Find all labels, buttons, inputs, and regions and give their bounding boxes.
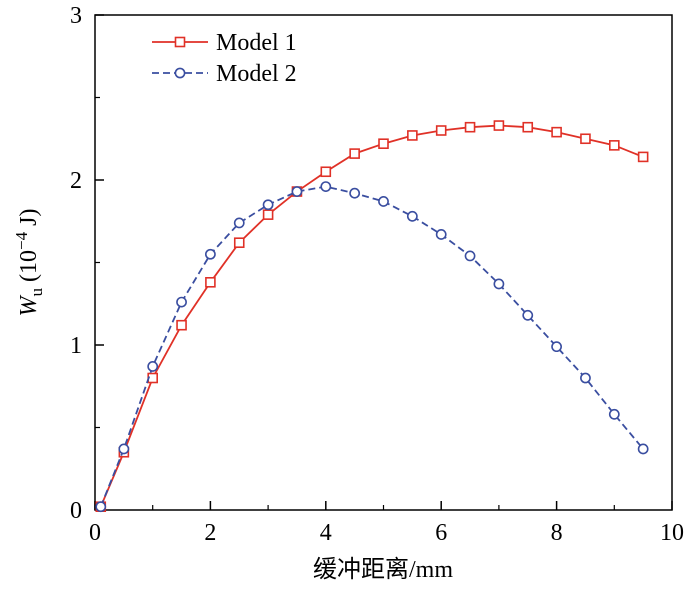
- square-marker: [551, 126, 562, 138]
- circle-marker: [262, 199, 274, 211]
- circle-marker: [176, 296, 187, 308]
- x-tick-label: 2: [204, 520, 216, 546]
- plot-frame: [94, 14, 673, 511]
- series-line-2: [99, 185, 644, 508]
- square-marker: [233, 237, 245, 248]
- x-tick-label: 6: [435, 520, 447, 546]
- circle-marker: [204, 248, 216, 260]
- square-marker: [205, 276, 216, 288]
- circle-marker: [349, 187, 361, 199]
- square-marker: [407, 130, 418, 141]
- square-marker: [522, 121, 534, 133]
- square-marker: [349, 148, 360, 159]
- square-marker: [464, 121, 476, 133]
- square-marker: [608, 140, 620, 151]
- square-marker: [262, 209, 274, 220]
- circle-marker: [464, 250, 476, 262]
- y-tick-label: 1: [70, 333, 82, 359]
- circle-marker: [118, 443, 130, 455]
- y-axis-title: Wu (10−4 J): [12, 209, 46, 317]
- series-2: [95, 181, 649, 513]
- legend-item-2: Model 2: [152, 61, 297, 87]
- y-tick-label: 0: [70, 498, 82, 524]
- series-1: [95, 120, 649, 513]
- x-tick-label: 4: [320, 520, 332, 546]
- legend: Model 1 Model 2: [152, 30, 297, 87]
- circle-marker: [291, 186, 303, 197]
- square-marker: [580, 133, 591, 145]
- x-tick-label: 0: [89, 520, 101, 546]
- square-marker: [176, 319, 187, 331]
- circle-marker: [551, 341, 562, 353]
- series-line-1: [99, 124, 644, 508]
- square-marker: [378, 138, 389, 149]
- circle-icon: [174, 67, 186, 79]
- legend-label: Model 2: [216, 61, 297, 87]
- square-icon: [174, 36, 186, 48]
- circle-marker: [637, 443, 649, 455]
- x-tick-label: 8: [551, 520, 563, 546]
- circle-marker: [608, 408, 620, 420]
- legend-item-1: Model 1: [152, 30, 297, 56]
- x-tick-label: 10: [660, 520, 684, 546]
- circle-marker: [95, 501, 107, 513]
- circle-marker: [493, 278, 505, 290]
- circle-marker: [320, 181, 332, 192]
- circle-marker: [435, 229, 447, 240]
- x-axis-title: 缓冲距离/mm: [313, 556, 453, 583]
- square-marker: [637, 151, 649, 163]
- square-marker: [493, 120, 505, 131]
- circle-marker: [378, 196, 389, 207]
- circle-marker: [406, 210, 418, 222]
- y-tick-label: 2: [70, 168, 82, 194]
- circle-marker: [147, 361, 159, 372]
- circle-marker: [580, 372, 591, 384]
- square-marker: [435, 125, 447, 136]
- circle-marker: [522, 309, 534, 321]
- circle-marker: [233, 217, 245, 229]
- square-marker: [320, 166, 332, 178]
- y-tick-label: 3: [70, 3, 82, 29]
- legend-label: Model 1: [216, 30, 297, 56]
